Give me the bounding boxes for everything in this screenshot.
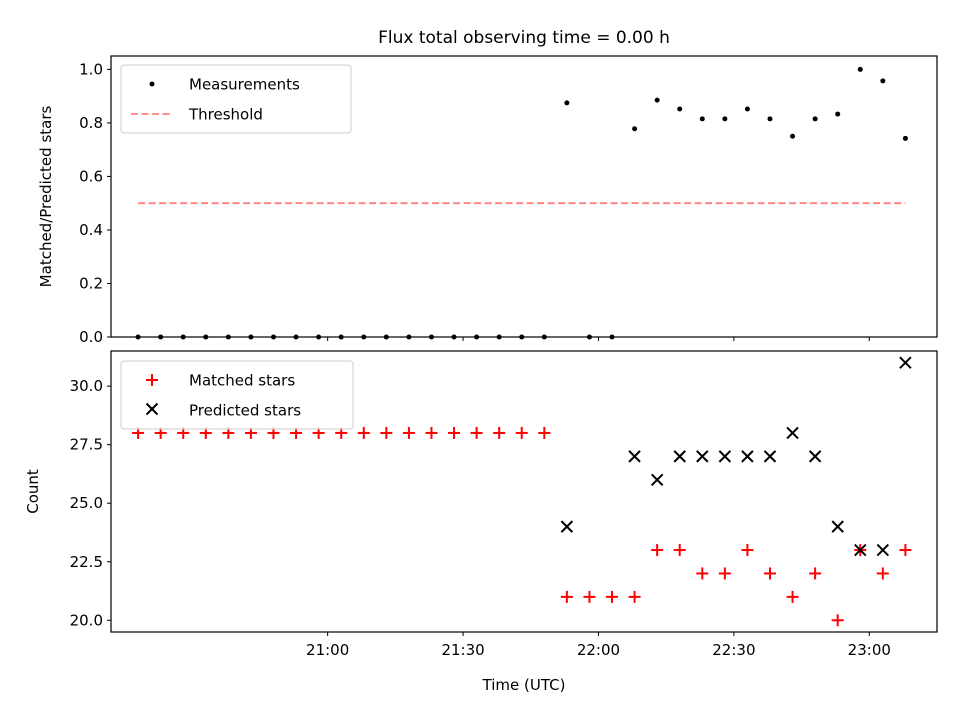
matched-stars-point: [515, 426, 528, 439]
predicted-stars-point: [560, 520, 574, 533]
bottom-y-tick-label: 22.5: [70, 553, 103, 571]
bottom-marks: [132, 356, 912, 627]
top-y-tick-label: 0.6: [79, 167, 103, 185]
measurement-point: [722, 116, 728, 122]
measurement-point: [857, 66, 863, 72]
top-plot-frame: [110, 55, 938, 338]
bottom-y-tick-label: 25.0: [70, 494, 103, 512]
measurement-point: [835, 111, 841, 117]
bottom-plot-frame: [110, 350, 938, 633]
legend-threshold-label: Threshold: [188, 106, 263, 124]
matched-stars-point: [651, 544, 664, 557]
bottom-legend-box: [120, 360, 354, 430]
top-legend-box: [120, 64, 352, 134]
predicted-stars-point: [899, 356, 912, 369]
matched-stars-point: [357, 426, 370, 439]
legend-predicted-label: Predicted stars: [189, 402, 301, 420]
top-axes: 0.0 0.2 0.4 0.6 0.8 1.0: [79, 60, 870, 346]
predicted-stars-point: [831, 520, 844, 533]
matched-stars-point: [538, 426, 551, 439]
matched-stars-point: [493, 426, 506, 439]
legend-predicted-marker: [145, 402, 159, 416]
measurement-point: [880, 78, 886, 84]
x-tick-label: 21:30: [441, 641, 484, 659]
chart-title: Flux total observing time = 0.00 h: [378, 28, 670, 48]
predicted-stars-point: [763, 450, 777, 463]
matched-stars-point: [718, 567, 731, 580]
top-y-tick-label: 0.8: [79, 114, 103, 132]
predicted-stars-point: [786, 426, 799, 440]
measurement-point: [677, 106, 683, 112]
matched-stars-point: [560, 590, 573, 603]
predicted-stars-point: [718, 450, 732, 463]
x-axis-label: Time (UTC): [482, 676, 566, 694]
bottom-y-tick-label: 30.0: [70, 377, 103, 395]
predicted-stars-point: [854, 543, 867, 557]
matched-stars-point: [876, 567, 889, 580]
measurement-point: [767, 116, 773, 122]
x-tick-label: 21:00: [306, 641, 349, 659]
bottom-axes: 20.0 22.5 25.0 27.5 30.0 21:00 21:30 22:00 22:30…: [70, 377, 891, 659]
measurement-point: [654, 97, 660, 103]
measurement-point: [812, 116, 818, 122]
matched-stars-point: [741, 544, 754, 557]
top-y-tick-label: 0.2: [79, 274, 103, 292]
matched-stars-point: [831, 614, 844, 627]
matched-stars-point: [673, 544, 686, 557]
matched-stars-point: [583, 590, 596, 603]
matched-stars-point: [628, 590, 641, 603]
measurement-point: [744, 106, 750, 112]
matched-stars-point: [763, 567, 776, 580]
matched-stars-point: [696, 567, 709, 580]
top-y-tick-label: 1.0: [79, 60, 103, 78]
bottom-y-axis-label: Count: [24, 469, 42, 514]
legend-matched-label: Matched stars: [189, 372, 295, 390]
top-y-axis-label: Matched/Predicted stars: [37, 106, 55, 288]
top-marks: [135, 66, 908, 340]
predicted-stars-point: [808, 450, 822, 463]
measurement-point: [564, 100, 570, 106]
predicted-stars-point: [673, 450, 686, 463]
top-y-tick-label: 0.4: [79, 221, 103, 239]
matched-stars-point: [425, 426, 438, 439]
legend-measurements-marker: [149, 81, 155, 87]
predicted-stars-point: [650, 473, 664, 486]
predicted-stars-point: [696, 450, 709, 463]
x-tick-label: 22:00: [577, 641, 620, 659]
legend-measurements-label: Measurements: [189, 76, 300, 94]
bottom-y-tick-label: 20.0: [70, 611, 103, 629]
measurement-point: [902, 135, 908, 141]
matched-stars-point: [470, 426, 483, 439]
matched-stars-point: [809, 567, 822, 580]
predicted-stars-point: [876, 543, 890, 557]
measurement-point: [632, 126, 638, 132]
x-tick-label: 22:30: [712, 641, 755, 659]
matched-stars-point: [606, 590, 619, 603]
measurement-point: [699, 116, 705, 122]
matched-stars-point: [380, 426, 393, 439]
matched-stars-point: [448, 426, 461, 439]
bottom-y-tick-label: 27.5: [70, 436, 103, 454]
matched-stars-point: [786, 590, 799, 603]
matched-stars-point: [402, 426, 415, 439]
legend-matched-marker: [146, 374, 158, 386]
predicted-stars-point: [628, 450, 641, 463]
measurement-point: [790, 133, 796, 139]
top-panel: 0.0 0.2 0.4 0.6 0.8 1.0 Matched/Predicted sta…: [37, 55, 938, 346]
top-y-tick-label: 0.0: [79, 328, 103, 346]
bottom-panel: 20.0 22.5 25.0 27.5 30.0 21:00 21:30 22:00 22:30…: [24, 350, 938, 694]
matched-stars-point: [899, 544, 912, 557]
x-tick-label: 23:00: [848, 641, 891, 659]
predicted-stars-point: [741, 450, 754, 463]
top-legend: Measurements Threshold: [120, 64, 352, 134]
bottom-legend: Matched stars Predicted stars: [120, 360, 354, 430]
